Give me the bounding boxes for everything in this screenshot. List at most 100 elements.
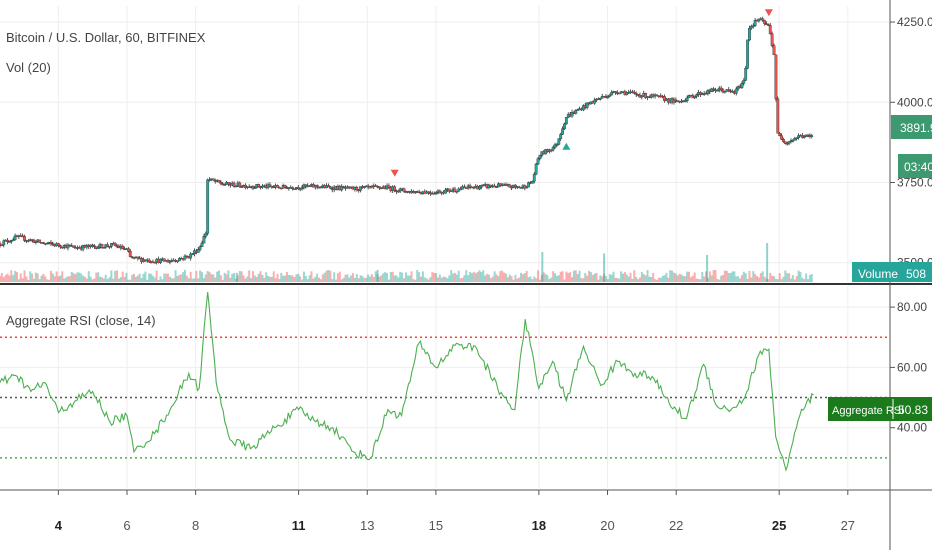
volume-bar bbox=[70, 271, 73, 282]
volume-bar bbox=[159, 276, 162, 282]
candle-body bbox=[223, 184, 227, 186]
volume-bar bbox=[667, 277, 670, 282]
volume-bar bbox=[801, 277, 804, 282]
volume-bar bbox=[786, 273, 789, 282]
time-axis[interactable]: 4 6 8 11 13 15 18 20 22 25 27 bbox=[55, 490, 855, 533]
volume-bar bbox=[110, 270, 113, 282]
volume-bar bbox=[291, 275, 294, 282]
volume-bar bbox=[8, 275, 11, 282]
symbol-title[interactable]: Bitcoin / U.S. Dollar, 60, BITFINEX bbox=[6, 30, 206, 45]
volume-bar bbox=[104, 274, 107, 282]
volume-bar bbox=[572, 270, 575, 282]
volume-bar bbox=[606, 279, 609, 282]
volume-bar bbox=[706, 255, 709, 282]
candle-body bbox=[49, 242, 53, 244]
candle-body bbox=[795, 137, 799, 140]
volume-bar bbox=[123, 276, 126, 282]
candle-body bbox=[455, 191, 459, 193]
volume-bar bbox=[6, 273, 9, 282]
candle-body bbox=[126, 248, 130, 252]
candle-body bbox=[136, 256, 140, 259]
volume-bar bbox=[333, 272, 336, 282]
candle-body bbox=[102, 247, 106, 249]
volume-bar bbox=[746, 278, 749, 282]
volume-bar bbox=[563, 279, 566, 282]
candle-body bbox=[208, 179, 211, 181]
volume-bar bbox=[452, 273, 455, 282]
volume-bar bbox=[523, 273, 526, 282]
volume-bar bbox=[119, 277, 122, 282]
volume-bar bbox=[769, 272, 772, 282]
volume-bar bbox=[335, 279, 338, 282]
candle-body bbox=[38, 239, 42, 243]
volume-bar bbox=[272, 271, 275, 282]
candle-body bbox=[749, 25, 753, 29]
candle-body bbox=[108, 246, 111, 248]
volume-bar bbox=[752, 271, 755, 282]
volume-bar bbox=[191, 278, 194, 282]
volume-bar bbox=[627, 276, 630, 282]
volume-bar bbox=[129, 279, 132, 282]
volume-bar bbox=[329, 270, 332, 282]
volume-bar bbox=[108, 277, 111, 282]
volume-bar bbox=[599, 275, 602, 282]
candle-body bbox=[51, 243, 55, 245]
candle-body bbox=[791, 139, 795, 142]
volume-bar bbox=[474, 273, 477, 282]
rsi-axis[interactable]: 80.00 60.00 40.00 bbox=[890, 300, 927, 435]
volume-bar bbox=[355, 274, 358, 282]
volume-bar bbox=[282, 275, 285, 282]
volume-bar bbox=[199, 270, 202, 282]
volume-bar bbox=[654, 279, 657, 282]
volume-bar bbox=[718, 279, 721, 282]
volume-bar bbox=[46, 279, 49, 282]
volume-indicator-title[interactable]: Vol (20) bbox=[6, 60, 51, 75]
volume-bar bbox=[552, 271, 555, 282]
candle-body bbox=[355, 186, 359, 191]
candle-body bbox=[687, 94, 691, 99]
volume-bar bbox=[678, 273, 681, 282]
volume-bar bbox=[121, 271, 124, 282]
volume-bar bbox=[642, 274, 645, 282]
candle-body bbox=[393, 186, 396, 191]
volume-bar bbox=[790, 278, 793, 282]
volume-bar bbox=[487, 274, 490, 282]
volume-bar bbox=[499, 271, 502, 282]
candle-body bbox=[513, 184, 517, 187]
volume-bar bbox=[661, 276, 664, 282]
volume-bar bbox=[125, 272, 128, 282]
volume-bar bbox=[797, 270, 800, 282]
volume-bar bbox=[404, 272, 407, 282]
candle-body bbox=[663, 96, 666, 101]
volume-bar bbox=[578, 270, 581, 282]
volume-bar bbox=[527, 277, 530, 282]
volume-bar bbox=[212, 274, 215, 282]
candle-body bbox=[746, 39, 749, 69]
volume-bar bbox=[61, 271, 64, 282]
candle-body bbox=[291, 187, 295, 189]
volume-bar bbox=[727, 272, 730, 282]
volume-bar bbox=[805, 273, 808, 282]
candlestick-series bbox=[0, 16, 814, 265]
volume-bar bbox=[476, 272, 479, 282]
candle-body bbox=[538, 155, 542, 159]
volume-bar bbox=[691, 275, 694, 282]
volume-bar bbox=[469, 271, 472, 282]
volume-bar bbox=[42, 273, 45, 282]
volume-bar bbox=[0, 276, 1, 282]
volume-bar bbox=[229, 277, 232, 282]
volume-bar bbox=[444, 277, 447, 282]
volume-bar bbox=[665, 272, 668, 282]
volume-bar bbox=[49, 270, 52, 282]
volume-bar bbox=[148, 273, 151, 282]
volume-bar bbox=[461, 277, 464, 282]
rsi-indicator-title[interactable]: Aggregate RSI (close, 14) bbox=[6, 313, 156, 328]
volume-bar bbox=[663, 275, 666, 282]
volume-bar bbox=[557, 275, 560, 282]
candle-body bbox=[644, 93, 648, 98]
volume-bar bbox=[227, 270, 230, 282]
volume-bar bbox=[525, 270, 528, 282]
volume-bar bbox=[588, 270, 591, 282]
candle-body bbox=[251, 186, 255, 189]
volume-bar bbox=[489, 278, 492, 282]
